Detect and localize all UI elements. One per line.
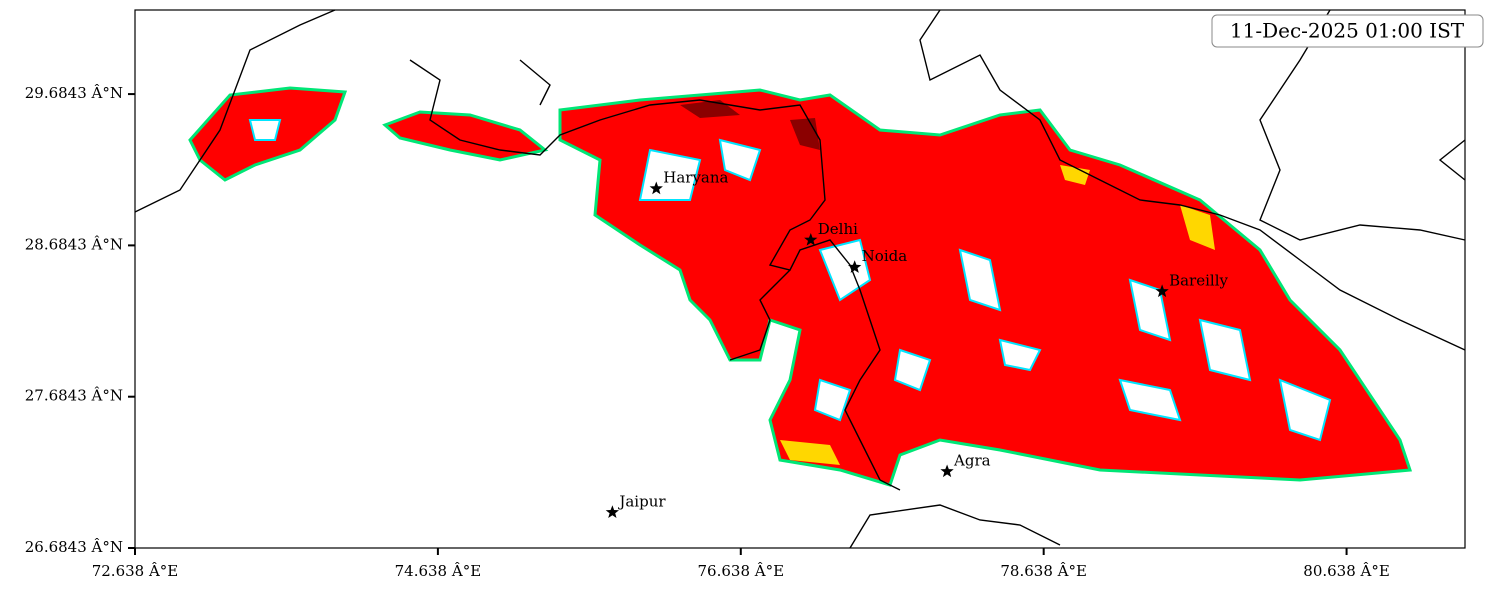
contour-hole [718,138,762,182]
border [409,59,901,491]
annotation: 11-Dec-2025 01:00 IST [1211,14,1484,48]
city-label: Agra [953,451,991,469]
city-label: Delhi [818,220,858,238]
x-tick-label: 74.638 Â°E [395,562,482,580]
contour-hole [998,338,1042,372]
borders [134,9,1466,549]
contour-hole [1118,378,1182,422]
x-tick-label: 80.638 Â°E [1303,562,1390,580]
city-marker [1155,284,1169,298]
city-label: Bareilly [1169,271,1228,289]
border [519,59,551,106]
border [134,9,336,213]
border [1438,139,1466,181]
x-tick-label: 76.638 Â°E [698,562,785,580]
city-marker [649,181,663,195]
city-label: Noida [862,247,908,265]
y-tick-label: 27.6843 Â°N [25,387,123,405]
border [1259,9,1466,241]
x-tick-label: 78.638 Â°E [1000,562,1087,580]
contour-hole [958,248,1002,312]
city-label: Haryana [663,169,728,187]
y-tick-label: 28.6843 Â°N [25,235,123,253]
contour-region [1060,165,1090,185]
city-label: Jaipur [617,492,666,510]
border [919,9,1466,351]
contour-hole [893,348,932,392]
city-marker [605,505,619,518]
plot-frame [134,9,1466,549]
contour-hole [1278,378,1332,442]
contour-hole [1198,318,1252,382]
contour-region [1180,205,1215,250]
border [729,269,791,361]
city-marker [940,464,954,478]
contours [188,86,1413,487]
x-tick-label: 72.638 Â°E [92,562,179,580]
city-marker [804,233,818,246]
contour-hole [813,378,852,422]
border [849,504,1061,549]
city-marker [848,260,862,273]
annotation-box [1211,14,1484,48]
timestamp: 11-Dec-2025 01:00 IST [1230,19,1465,43]
y-tick-label: 26.6843 Â°N [25,538,123,556]
contour-holes [248,119,1332,442]
contour-region [780,440,840,465]
contour-hole [248,119,282,141]
y-tick-label: 29.6843 Â°N [25,84,123,102]
